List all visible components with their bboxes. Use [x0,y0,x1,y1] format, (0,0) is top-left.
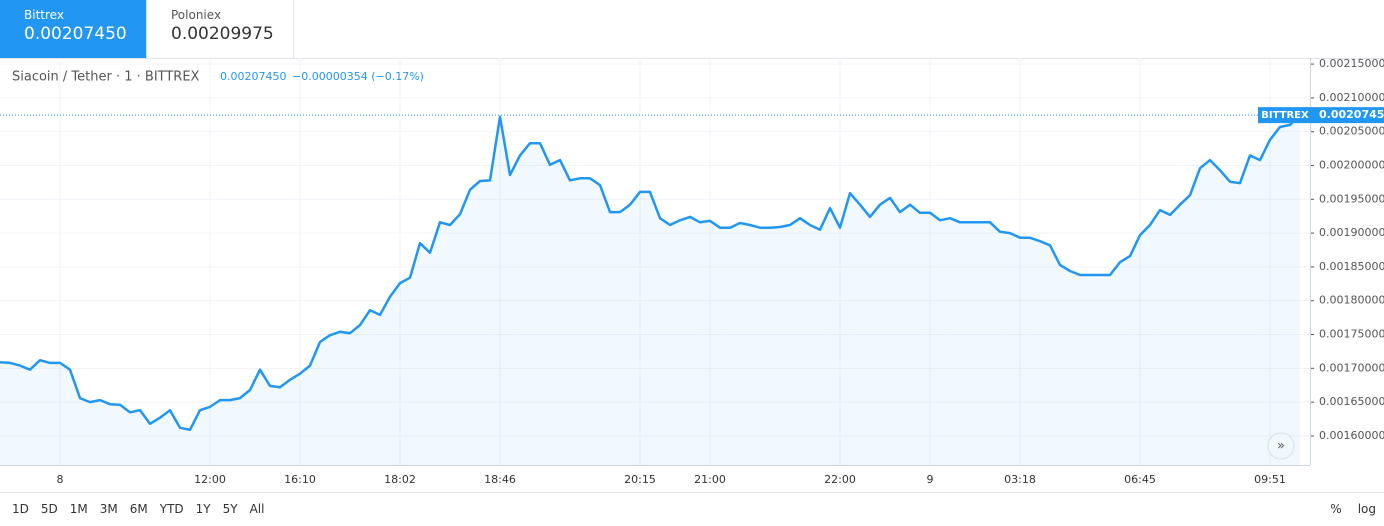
tab-name: Bittrex [24,8,64,22]
timeframe-button[interactable]: 5Y [222,502,238,516]
price-source-box [1258,107,1312,124]
scroll-button[interactable] [1267,432,1295,460]
x-tick-label: 9 [927,473,934,486]
timeframe-button[interactable]: 1M [69,502,88,516]
y-tick-label: 0.00215000 [1319,57,1384,70]
exchange-tab[interactable]: Poloniex 0.00209975 [147,0,294,58]
timeframe-button[interactable]: 3M [99,502,118,516]
chart-title: Siacoin / Tether · 1 · BITTREX [12,70,200,85]
price-label-box [1311,107,1384,124]
y-tick-label: 0.00200000 [1319,158,1384,171]
x-tick-label: 03:18 [1004,473,1036,486]
last-value: 0.00207450 [220,70,286,83]
scale-button[interactable]: % [1330,502,1342,516]
y-tick-label: 0.00170000 [1319,361,1384,374]
timeframe-button[interactable]: 5D [40,502,58,516]
timeframe-button[interactable]: 1D [12,502,29,516]
y-tick-label: 0.00195000 [1319,192,1384,205]
y-tick-label: 0.00185000 [1319,260,1384,273]
timeframe-button[interactable]: All [249,502,265,516]
x-tick-label: 22:00 [824,473,856,486]
x-tick-label: 09:51 [1254,473,1286,486]
y-tick-label: 0.00165000 [1319,395,1384,408]
timeframe-button[interactable]: 6M [129,502,148,516]
y-tick-label: 0.00160000 [1319,429,1384,442]
y-tick-label: 0.00190000 [1319,226,1384,239]
x-tick-label: 06:45 [1124,473,1156,486]
tab-price: 0.00207450 [24,24,127,44]
price-source: BITTREX [1261,110,1309,121]
chart: Siacoin / Tether · 1 · BITTREX 0.0020745… [0,57,1384,486]
y-tick-label: 0.00210000 [1319,91,1384,104]
scale-buttons: % log [1330,502,1376,516]
y-tick-label: 0.00205000 [1319,125,1384,138]
line [0,114,1301,432]
timeframe-button[interactable]: YTD [159,502,184,516]
change: −0.00000354 (−0.17%) [292,70,424,83]
area [0,115,1300,465]
tab-name: Poloniex [171,8,222,22]
toolbar: 1D 5D 1M 3M 6M YTD 1Y 5Y All% log [0,492,1384,526]
exchange-tabs: Bittrex 0.00207450 Poloniex 0.00209975 [0,0,294,58]
price-label: 0.00207450 [1319,108,1384,121]
timeframe-button[interactable]: 1Y [195,502,211,516]
timeframes: 1D 5D 1M 3M 6M YTD 1Y 5Y All [12,502,264,516]
x-tick-label: 18:02 [384,473,416,486]
x-tick-label: 16:10 [284,473,316,486]
x-tick-label: 21:00 [694,473,726,486]
x-tick-label: 8 [57,473,64,486]
x-tick-label: 18:46 [484,473,516,486]
x-tick-label: 12:00 [194,473,226,486]
y-tick-label: 0.00175000 [1319,328,1384,341]
scroll-icon: » [1277,439,1285,454]
exchange-tab[interactable]: Bittrex 0.00207450 [0,0,147,58]
y-tick-label: 0.00180000 [1319,294,1384,307]
scale-button[interactable]: log [1357,502,1376,516]
x-tick-label: 20:15 [624,473,656,486]
tab-price: 0.00209975 [171,24,274,44]
